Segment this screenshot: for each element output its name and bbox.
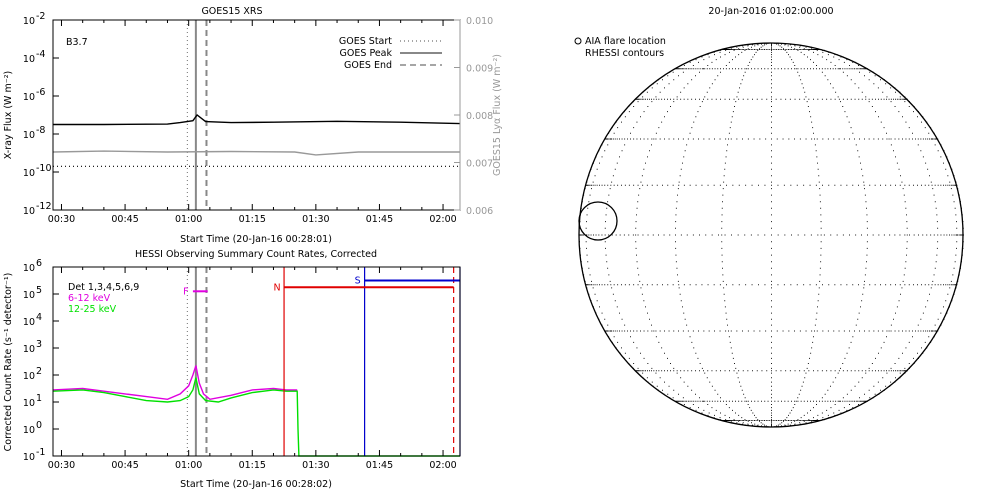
- y-tick-exponent: 3: [36, 339, 42, 350]
- y-tick-exponent: -1: [36, 447, 45, 458]
- x-tick-label: 00:45: [111, 214, 138, 225]
- hessi-frame: [52, 266, 461, 457]
- y-tick-exponent: 4: [36, 312, 42, 323]
- rhessi-legend-label: RHESSI contours: [585, 48, 664, 59]
- y-tick-exponent: -12: [36, 201, 52, 212]
- aia-legend-label: AIA flare location: [585, 36, 666, 47]
- flag-label-F: F: [183, 286, 188, 297]
- x-tick-label: 01:30: [302, 460, 329, 471]
- x-tick-label: 02:00: [429, 460, 456, 471]
- legend-label-2: 12-25 keV: [68, 304, 117, 315]
- y2-tick-label: 0.006: [466, 206, 493, 217]
- flag-label-N: N: [274, 282, 281, 293]
- x-tick-label: 01:45: [366, 460, 393, 471]
- legend-label-1: GOES Peak: [340, 48, 393, 59]
- y-tick-label: 10: [23, 398, 35, 409]
- y-tick-exponent: 2: [36, 366, 42, 377]
- goes-series: [52, 114, 461, 167]
- legend-label-0: GOES Start: [339, 36, 392, 47]
- disk-title: 20-Jan-2016 01:02:00.000: [708, 6, 833, 17]
- y-tick-label: 10: [23, 206, 35, 217]
- series-line-0: [53, 114, 461, 126]
- solar-grid: [579, 42, 964, 428]
- y-tick-label: 10: [23, 317, 35, 328]
- aia-legend-symbol: [574, 37, 582, 45]
- goes-class-label: B3.7: [66, 37, 88, 48]
- hessi-ylabel: Corrected Count Rate (s⁻¹ detector⁻¹): [3, 273, 14, 452]
- y-tick-exponent: 0: [36, 420, 42, 431]
- legend-label-1: 6-12 keV: [68, 293, 111, 304]
- series-line-1: [52, 377, 460, 457]
- y-tick-label: 10: [23, 168, 35, 179]
- y-tick-exponent: -2: [36, 11, 45, 22]
- x-tick-label: 01:15: [239, 214, 266, 225]
- y-tick-label: 10: [23, 16, 35, 27]
- y-tick-label: 10: [23, 130, 35, 141]
- x-tick-label: 02:00: [429, 214, 456, 225]
- y2-tick-label: 0.008: [466, 111, 493, 122]
- y2-tick-label: 0.010: [466, 16, 493, 27]
- flag-label-S: S: [355, 276, 361, 287]
- y2-tick-label: 0.009: [466, 64, 493, 75]
- hessi-panel: HESSI Observing Summary Count Rates, Cor…: [3, 249, 461, 490]
- hessi-flags: F NS: [183, 276, 460, 297]
- legend-label-0: Det 1,3,4,5,6,9: [68, 282, 139, 293]
- hessi-xlabel: Start Time (20-Jan-16 00:28:02): [180, 479, 332, 490]
- x-tick-label: 01:00: [175, 214, 202, 225]
- y2-tick-label: 0.007: [466, 159, 493, 170]
- flare-location-circle: [578, 201, 618, 241]
- x-tick-label: 01:30: [302, 214, 329, 225]
- y-tick-label: 10: [23, 344, 35, 355]
- hessi-event-lines: [186, 267, 208, 456]
- y-tick-exponent: -10: [36, 163, 52, 174]
- goes-y2label: GOES15 Lyα Flux (W m⁻²): [492, 54, 503, 176]
- y-tick-exponent: 1: [36, 393, 42, 404]
- x-tick-label: 01:15: [239, 460, 266, 471]
- y-tick-exponent: -4: [36, 49, 45, 60]
- hessi-series: [52, 365, 460, 457]
- y-tick-label: 10: [23, 263, 35, 274]
- goes-xlabel: Start Time (20-Jan-16 00:28:01): [180, 234, 332, 245]
- y-tick-label: 10: [23, 54, 35, 65]
- y-tick-label: 10: [23, 452, 35, 463]
- y-tick-label: 10: [23, 425, 35, 436]
- x-tick-label: 00:30: [48, 214, 75, 225]
- x-tick-label: 01:00: [175, 460, 202, 471]
- series-line-0: [52, 365, 298, 401]
- x-tick-label: 00:30: [48, 460, 75, 471]
- y-tick-label: 10: [23, 290, 35, 301]
- y-tick-exponent: -8: [36, 125, 45, 136]
- y-tick-exponent: -6: [36, 87, 45, 98]
- y-tick-label: 10: [23, 92, 35, 103]
- x-tick-label: 01:45: [366, 214, 393, 225]
- goes-xrs-panel: GOES15 XRS 00:30 00:45 01:00 01:15 01:30 01:4…: [3, 6, 503, 245]
- goes-title: GOES15 XRS: [201, 6, 262, 17]
- goes-frame: [52, 19, 461, 211]
- solar-limb: [578, 42, 964, 428]
- y-tick-label: 10: [23, 371, 35, 382]
- series-line-1: [52, 150, 460, 156]
- goes-ylabel: X-ray Flux (W m⁻²): [3, 71, 14, 160]
- hessi-title: HESSI Observing Summary Count Rates, Cor…: [135, 249, 377, 260]
- y-tick-exponent: 5: [36, 285, 42, 296]
- solar-disk-panel: 20-Jan-2016 01:02:00.000 AIA flare locat…: [574, 6, 964, 428]
- y-tick-exponent: 6: [36, 258, 42, 269]
- goes-event-lines: [186, 20, 208, 210]
- x-tick-label: 00:45: [111, 460, 138, 471]
- legend-label-2: GOES End: [344, 60, 392, 71]
- hessi-attenuator-markers: [283, 267, 461, 456]
- grid-dots: [579, 42, 964, 428]
